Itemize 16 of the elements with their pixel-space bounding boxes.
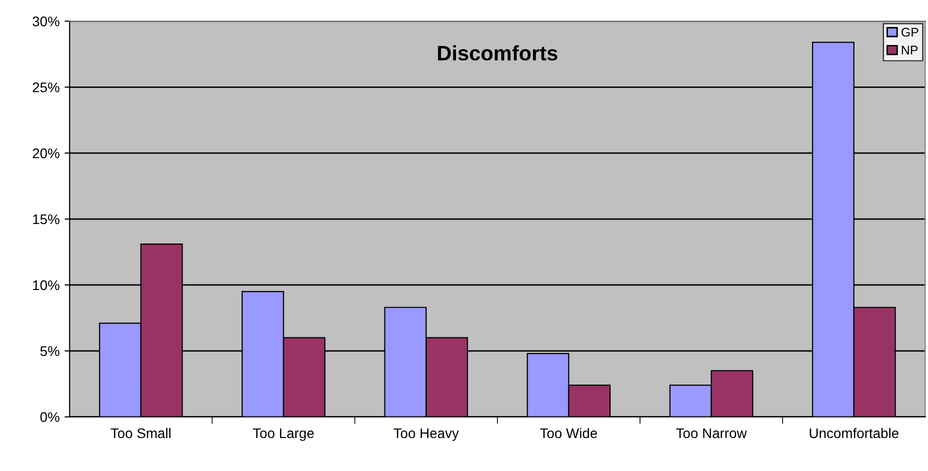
y-tick-label: 15% <box>33 214 60 224</box>
y-tick-label: 0% <box>40 412 60 422</box>
x-tick-label: Too Wide <box>540 428 598 438</box>
text: Discomforts <box>438 45 558 61</box>
x-tick-label: Too Small <box>110 428 170 438</box>
legend-label: NP <box>902 46 918 54</box>
y-tick-label: 5% <box>40 346 60 356</box>
x-tick-label: Too Heavy <box>394 428 459 441</box>
y-tick-label: 30% <box>32 16 60 26</box>
legend-label: GP <box>902 28 918 37</box>
x-tick-label: Too Narrow <box>676 428 747 438</box>
y-tick-label: 10% <box>33 280 60 290</box>
y-tick-label: 20% <box>32 148 60 158</box>
y-tick-label: 25% <box>32 82 60 92</box>
x-tick-label: Uncomfortable <box>810 428 898 438</box>
x-tick-label: Too Large <box>252 428 314 441</box>
